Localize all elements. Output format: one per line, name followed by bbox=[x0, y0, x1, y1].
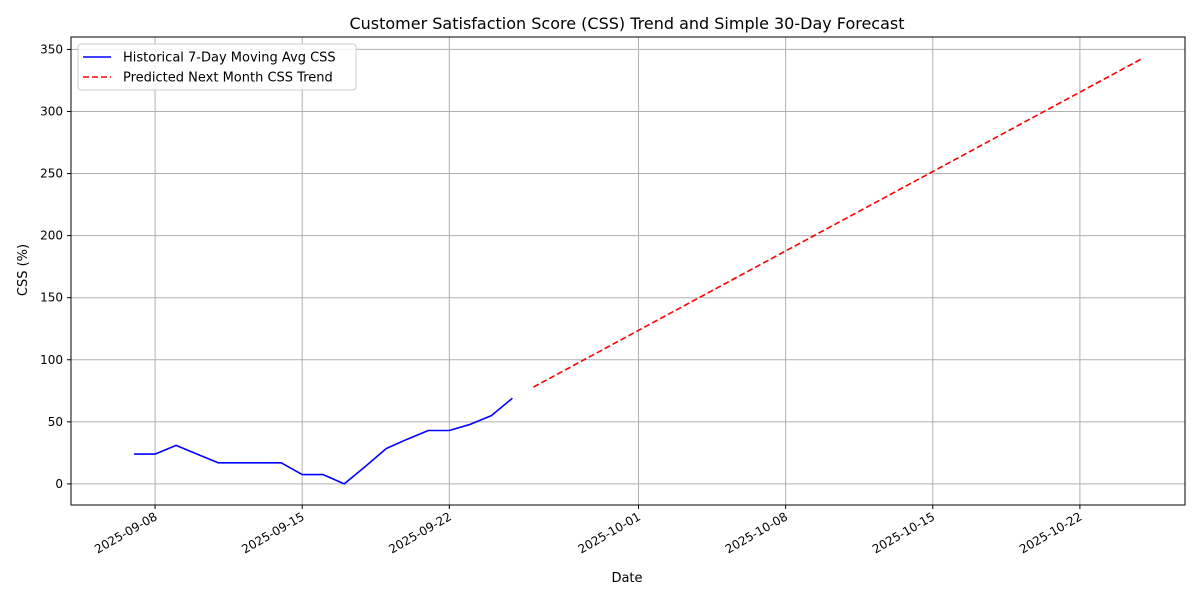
plot-frame bbox=[70, 36, 1186, 506]
y-axis-label: CSS (%) bbox=[16, 244, 31, 296]
grid bbox=[71, 37, 1185, 505]
x-tick-label: 2025-09-08 bbox=[92, 509, 159, 556]
x-tick-label: 2025-09-22 bbox=[386, 509, 453, 556]
legend-label: Predicted Next Month CSS Trend bbox=[123, 71, 333, 86]
y-tick-label: 250 bbox=[40, 167, 63, 181]
series-line-0 bbox=[134, 397, 513, 485]
y-tick-label: 100 bbox=[40, 353, 63, 367]
x-tick-label: 2025-10-08 bbox=[723, 509, 790, 556]
x-tick-label: 2025-10-15 bbox=[870, 509, 937, 556]
legend: Historical 7-Day Moving Avg CSS Predicted… bbox=[77, 43, 357, 91]
legend-label: Historical 7-Day Moving Avg CSS bbox=[123, 51, 336, 66]
plot-area bbox=[71, 37, 1185, 505]
series-line-1 bbox=[533, 57, 1144, 388]
x-tick-label: 2025-10-22 bbox=[1017, 509, 1084, 556]
y-tick-label: 300 bbox=[40, 104, 63, 118]
y-tick-label: 150 bbox=[40, 291, 63, 305]
y-tick-label: 350 bbox=[40, 42, 63, 56]
x-tick-label: 2025-09-15 bbox=[239, 509, 306, 556]
y-tick-label: 50 bbox=[48, 415, 63, 429]
legend-box bbox=[77, 43, 357, 91]
y-tick-label: 200 bbox=[40, 229, 63, 243]
series-layer bbox=[134, 57, 1144, 485]
x-axis-label: Date bbox=[611, 571, 642, 586]
x-tick-label: 2025-10-01 bbox=[576, 509, 643, 556]
chart-title: Customer Satisfaction Score (CSS) Trend … bbox=[349, 14, 904, 33]
y-tick-label: 0 bbox=[55, 477, 63, 491]
